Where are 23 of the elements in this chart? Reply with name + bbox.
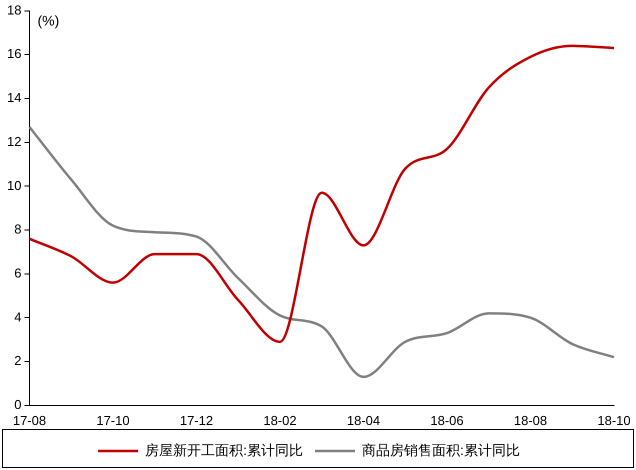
y-tick-label: 12 [6, 134, 22, 149]
y-tick-label: 16 [6, 46, 22, 62]
y-tick-label: 18 [6, 2, 22, 18]
x-tick-label: 18-02 [263, 412, 297, 428]
y-tick-label: 14 [6, 90, 22, 106]
x-tick-label: 18-10 [597, 412, 631, 428]
y-tick-label: 10 [6, 178, 22, 193]
y-tick-label: 0 [14, 396, 22, 412]
line-series [28, 44, 616, 344]
y-tick-label: 4 [14, 309, 22, 324]
y-tick-label: 8 [14, 222, 22, 237]
line-series [28, 126, 616, 378]
x-tick-label: 18-06 [430, 412, 464, 428]
y-tick-label: 6 [14, 265, 22, 280]
y-tick-label: 2 [14, 353, 22, 368]
x-tick-label: 18-04 [346, 412, 380, 428]
legend-label: 商品房销售面积:累计同比 [362, 442, 520, 458]
x-tick-label: 17-12 [180, 412, 214, 428]
x-tick-label: 17-10 [96, 412, 130, 428]
legend-label: 房屋新开工面积:累计同比 [145, 442, 303, 458]
x-tick-label: 18-08 [514, 412, 548, 428]
x-tick-label: 17-08 [12, 412, 46, 428]
y-axis-title: (%) [37, 12, 60, 29]
